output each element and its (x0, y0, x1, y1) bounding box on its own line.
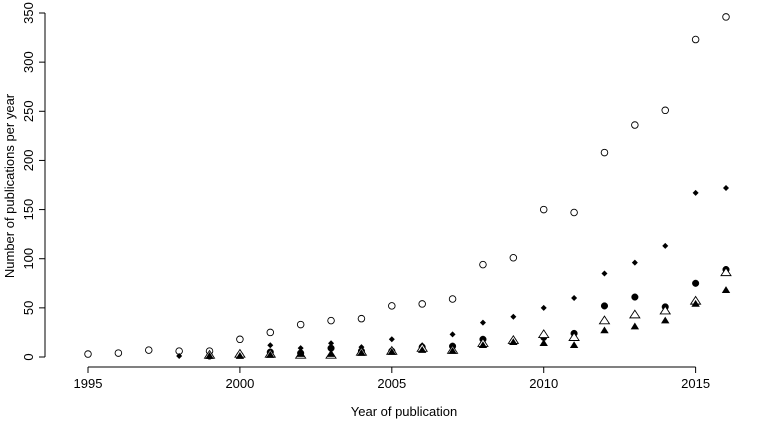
point-filled-triangle (266, 351, 275, 358)
point-filled-diamond (388, 336, 395, 343)
x-axis-title: Year of publication (351, 404, 458, 419)
point-filled-diamond (297, 345, 304, 352)
point-filled-diamond (631, 259, 638, 266)
point-open-circle (114, 349, 123, 357)
point-open-circle (84, 350, 92, 358)
point-filled-diamond (662, 242, 669, 249)
point-open-circle (631, 121, 639, 129)
x-tick-label: 2010 (529, 376, 558, 391)
point-filled-triangle (448, 347, 457, 354)
point-filled-triangle (235, 352, 245, 359)
point-open-circle (722, 13, 730, 21)
point-filled-triangle (417, 346, 427, 353)
point-filled-circle (631, 293, 639, 301)
point-open-circle (357, 314, 366, 323)
point-filled-diamond (328, 340, 335, 347)
point-open-circle (266, 328, 275, 337)
y-tick-label: 150 (21, 199, 36, 221)
y-tick-label: 300 (21, 51, 36, 73)
point-filled-triangle (387, 348, 397, 355)
point-open-circle (479, 260, 487, 269)
point-filled-triangle (569, 341, 579, 349)
x-tick-label: 2005 (377, 376, 406, 391)
point-open-triangle (568, 332, 580, 341)
x-tick-label: 2000 (225, 376, 254, 391)
point-open-triangle (659, 305, 672, 315)
point-open-circle (296, 320, 305, 329)
y-tick-label: 200 (21, 150, 36, 172)
point-filled-diamond (692, 189, 699, 196)
point-filled-circle (600, 302, 609, 310)
y-tick-label: 0 (21, 353, 36, 360)
point-filled-triangle (721, 286, 731, 293)
point-filled-triangle (357, 349, 366, 356)
point-filled-triangle (600, 326, 609, 334)
point-open-circle (327, 316, 335, 325)
point-open-triangle (629, 309, 641, 319)
point-filled-triangle (478, 341, 488, 349)
y-tick-label: 350 (21, 2, 36, 24)
point-open-circle (236, 335, 244, 344)
point-filled-triangle (509, 338, 518, 346)
point-filled-diamond (449, 331, 456, 338)
point-open-triangle (537, 329, 550, 338)
point-filled-diamond (723, 184, 729, 191)
point-open-circle (418, 300, 426, 308)
point-open-circle (539, 205, 548, 214)
point-filled-diamond (540, 304, 547, 311)
point-filled-triangle (691, 299, 700, 307)
y-tick-label: 50 (21, 301, 36, 315)
y-tick-label: 250 (21, 100, 36, 122)
point-filled-diamond (479, 319, 486, 326)
point-filled-diamond (571, 295, 578, 302)
axes: 1995 2000 2005 2010 2015 0 50 100 150 200 250 300 35… (21, 2, 710, 391)
point-open-circle (145, 346, 153, 354)
point-open-triangle (720, 267, 732, 277)
point-open-circle (388, 302, 396, 310)
point-filled-circle (692, 279, 700, 287)
point-filled-diamond (510, 313, 517, 320)
data-points (84, 13, 732, 360)
point-filled-triangle (326, 350, 336, 357)
point-filled-triangle (661, 316, 670, 324)
point-filled-triangle (296, 350, 305, 357)
point-filled-diamond (176, 353, 183, 360)
point-filled-triangle (539, 339, 548, 347)
y-axis-title: Number of publications per year (2, 93, 17, 278)
point-open-circle (570, 208, 578, 217)
point-filled-triangle (630, 322, 640, 330)
x-tick-label: 2015 (681, 376, 710, 391)
point-open-circle (509, 253, 518, 262)
y-tick-label: 100 (21, 248, 36, 270)
point-filled-diamond (601, 270, 608, 277)
point-open-circle (448, 295, 457, 303)
point-open-circle (600, 148, 609, 157)
point-filled-diamond (267, 342, 274, 349)
point-open-circle (691, 35, 700, 44)
point-open-triangle (598, 315, 611, 325)
x-tick-label: 1995 (74, 376, 103, 391)
point-filled-triangle (205, 352, 214, 359)
point-open-circle (661, 106, 669, 115)
